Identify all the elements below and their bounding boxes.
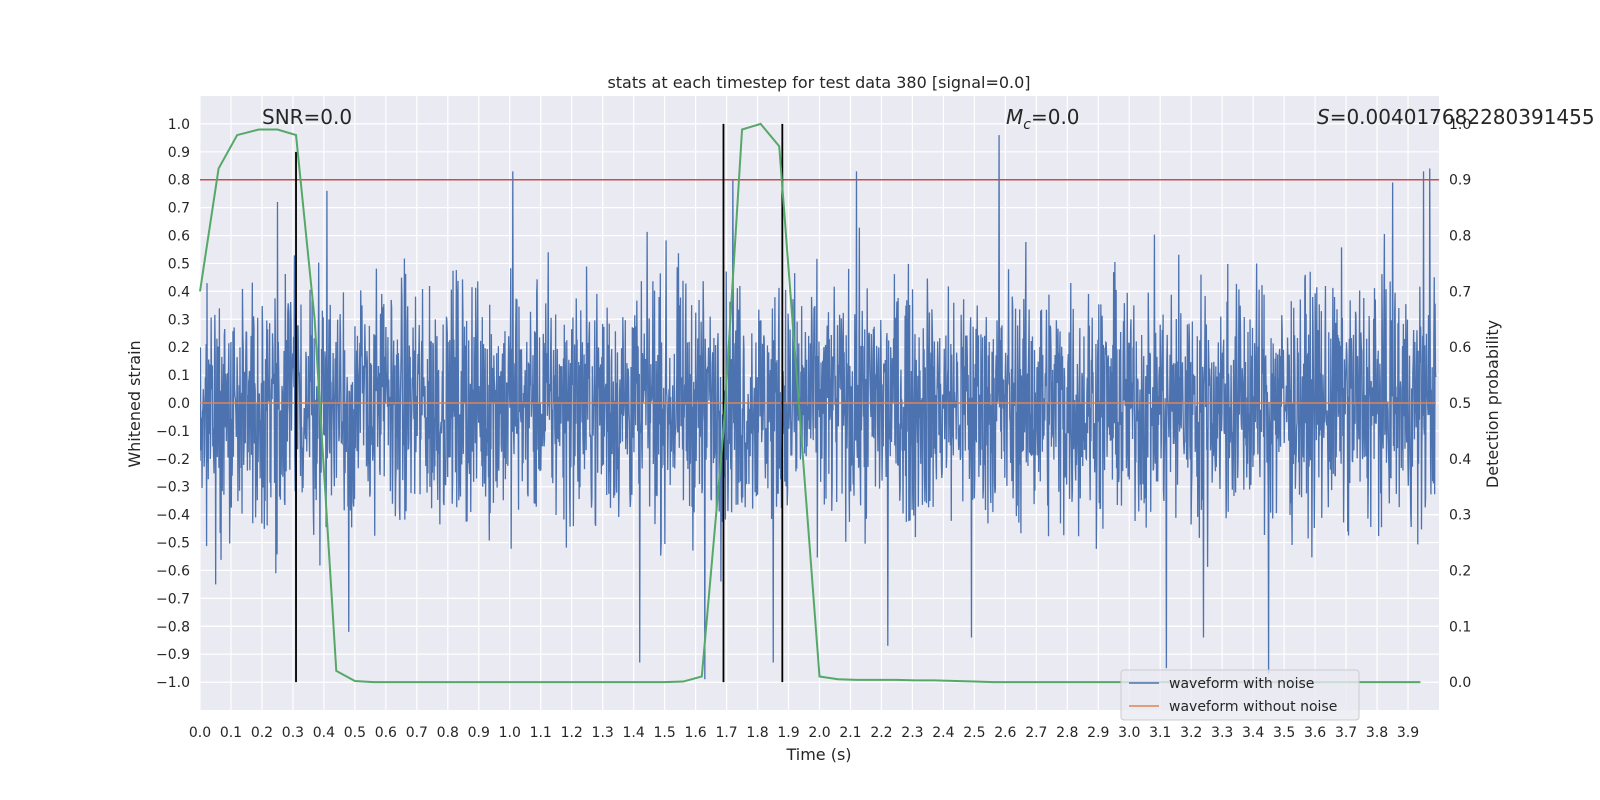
- x-axis-label: Time (s): [785, 745, 851, 764]
- x-tick-label: 3.0: [1118, 725, 1140, 741]
- x-tick-label: 3.1: [1149, 725, 1171, 741]
- chart-title: stats at each timestep for test data 380…: [607, 73, 1030, 92]
- y2-tick-label: 0.9: [1449, 173, 1471, 189]
- x-tick-label: 2.4: [932, 725, 954, 741]
- x-tick-label: 2.8: [1056, 725, 1078, 741]
- y2-tick-label: 0.5: [1449, 396, 1471, 412]
- y2-tick-label: 0.7: [1449, 284, 1471, 300]
- x-tick-label: 1.6: [684, 725, 706, 741]
- x-tick-label: 0.3: [282, 725, 304, 741]
- y-tick-label: 0.7: [168, 201, 190, 217]
- y-tick-label: 0.5: [168, 256, 190, 272]
- y2-tick-label: 0.1: [1449, 619, 1471, 635]
- y-tick-label: −0.2: [156, 452, 190, 468]
- x-tick-label: 3.9: [1397, 725, 1419, 741]
- y2-tick-label: 0.2: [1449, 563, 1471, 579]
- y-tick-label: 0.8: [168, 173, 190, 189]
- y-tick-label: 0.0: [168, 396, 190, 412]
- x-tick-label: 2.1: [839, 725, 861, 741]
- y-tick-label: −0.3: [156, 480, 190, 496]
- y-tick-label: −0.1: [156, 424, 190, 440]
- x-tick-label: 3.8: [1366, 725, 1388, 741]
- y2-tick-label: 0.0: [1449, 675, 1471, 691]
- x-tick-label: 2.0: [808, 725, 830, 741]
- x-tick-label: 3.6: [1304, 725, 1326, 741]
- y-tick-label: 0.1: [168, 368, 190, 384]
- x-tick-label: 3.5: [1273, 725, 1295, 741]
- x-tick-label: 1.5: [653, 725, 675, 741]
- noise-waveform-line: [200, 135, 1437, 680]
- mc-subscript: c: [1023, 117, 1031, 133]
- s-value: =0.004017682280391455: [1330, 105, 1595, 129]
- mc-annotation: Mc=0.0: [1006, 105, 1080, 133]
- y-tick-label: −1.0: [156, 675, 190, 691]
- y-tick-label: 0.6: [168, 229, 190, 245]
- s-annotation: S=0.004017682280391455: [1317, 105, 1595, 129]
- x-tick-label: 0.8: [437, 725, 459, 741]
- legend-label-clean: waveform without noise: [1169, 699, 1337, 715]
- x-tick-label: 0.6: [375, 725, 397, 741]
- x-tick-label: 2.3: [901, 725, 923, 741]
- x-tick-label: 1.9: [777, 725, 799, 741]
- mc-value: =0.0: [1031, 105, 1080, 129]
- y-tick-label: −0.5: [156, 536, 190, 552]
- y-tick-label: 1.0: [168, 117, 190, 133]
- y2-tick-label: 1.0: [1449, 117, 1471, 133]
- y-tick-label: −0.4: [156, 508, 190, 524]
- x-tick-label: 0.5: [344, 725, 366, 741]
- y2-tick-label: 0.8: [1449, 229, 1471, 245]
- x-tick-label: 0.0: [189, 725, 211, 741]
- y-tick-label: −0.9: [156, 647, 190, 663]
- y2-ticks: 1.0 0.9 0.8 0.7 0.6 0.5 0.4 0.3 0.2 0.1 0.0: [1449, 117, 1471, 691]
- x-tick-label: 0.7: [406, 725, 428, 741]
- y2-axis-label: Detection probability: [1483, 320, 1502, 488]
- x-tick-label: 1.1: [530, 725, 552, 741]
- x-tick-label: 0.4: [313, 725, 335, 741]
- x-tick-label: 1.8: [746, 725, 768, 741]
- y2-tick-label: 0.4: [1449, 452, 1471, 468]
- s-symbol: S: [1317, 105, 1330, 129]
- x-tick-label: 0.9: [468, 725, 490, 741]
- legend-label-noise: waveform with noise: [1169, 676, 1314, 692]
- snr-annotation: SNR=0.0: [262, 105, 352, 129]
- x-tick-label: 1.2: [561, 725, 583, 741]
- y-tick-label: −0.8: [156, 619, 190, 635]
- x-tick-label: 1.4: [623, 725, 645, 741]
- x-ticks: 0.0 0.1 0.2 0.3 0.4 0.5 0.6 0.7 0.8 0.9 1.0 1.1 1.2 1…: [189, 725, 1419, 741]
- x-tick-label: 1.0: [499, 725, 521, 741]
- legend: waveform with noise waveform without noi…: [1120, 669, 1360, 721]
- x-tick-label: 3.7: [1335, 725, 1357, 741]
- y-tick-label: −0.7: [156, 591, 190, 607]
- x-tick-label: 3.3: [1211, 725, 1233, 741]
- x-tick-label: 2.9: [1087, 725, 1109, 741]
- x-tick-label: 3.2: [1180, 725, 1202, 741]
- y-axis-label: Whitened strain: [125, 340, 144, 467]
- x-tick-label: 3.4: [1242, 725, 1264, 741]
- x-tick-label: 1.3: [592, 725, 614, 741]
- x-tick-label: 1.7: [715, 725, 737, 741]
- y2-tick-label: 0.6: [1449, 340, 1471, 356]
- y-tick-label: 0.4: [168, 284, 190, 300]
- x-tick-label: 2.2: [870, 725, 892, 741]
- y-tick-label: 0.9: [168, 145, 190, 161]
- x-tick-label: 2.7: [1025, 725, 1047, 741]
- x-tick-label: 2.5: [963, 725, 985, 741]
- y-tick-label: 0.2: [168, 340, 190, 356]
- mc-symbol: M: [1006, 105, 1023, 129]
- y-tick-label: −0.6: [156, 563, 190, 579]
- legend-box: [1120, 669, 1360, 721]
- x-tick-label: 2.6: [994, 725, 1016, 741]
- x-tick-label: 0.1: [220, 725, 242, 741]
- noise-series: [200, 135, 1437, 680]
- vertical-lines: [295, 123, 784, 683]
- y2-tick-label: 0.3: [1449, 508, 1471, 524]
- y-ticks: 1.0 0.9 0.8 0.7 0.6 0.5 0.4 0.3 0.2 0.1 0.0 −0.1 −0.…: [156, 117, 190, 691]
- y-tick-label: 0.3: [168, 312, 190, 328]
- x-tick-label: 0.2: [251, 725, 273, 741]
